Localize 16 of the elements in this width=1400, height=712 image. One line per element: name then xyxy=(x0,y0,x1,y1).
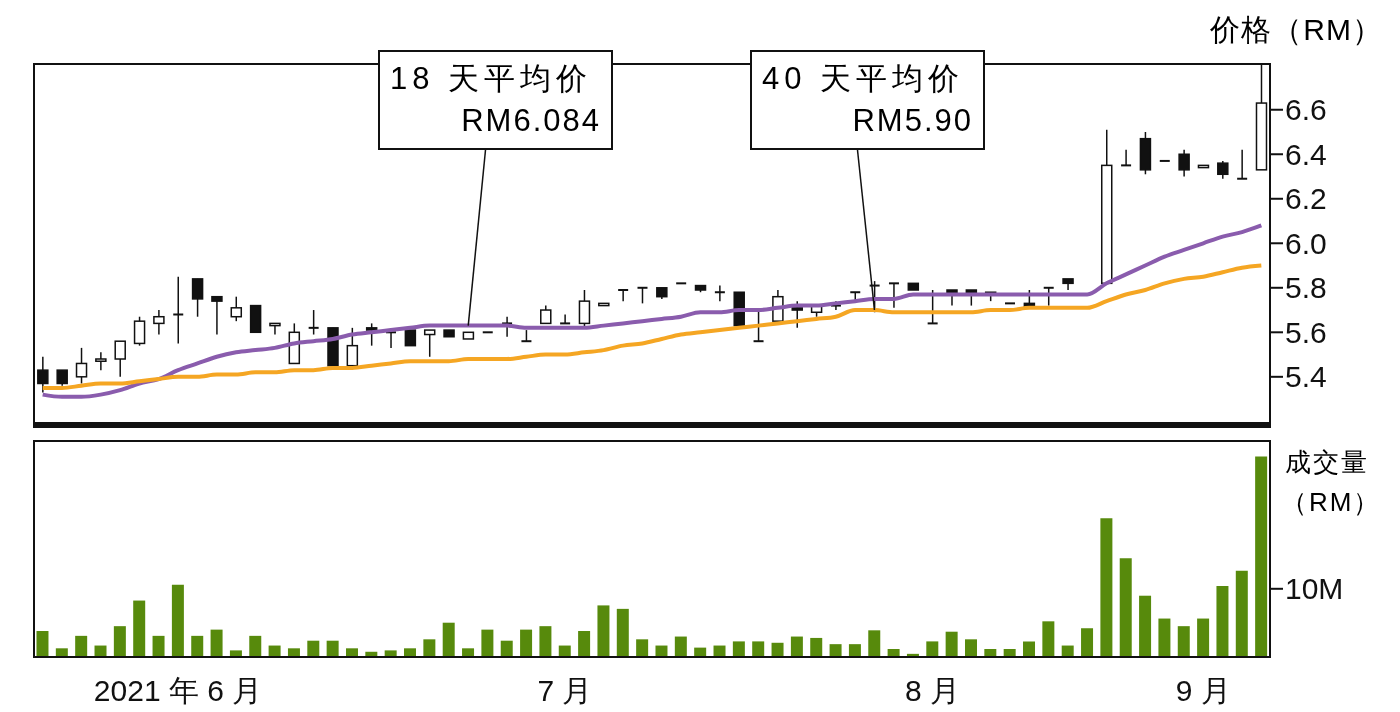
x-tick-label: 8 月 xyxy=(904,674,960,708)
y-tick-label: 6.0 xyxy=(1285,226,1327,260)
y-axis-title: 成交量（RM） xyxy=(1281,446,1382,519)
y-tick-label: 5.6 xyxy=(1285,315,1327,349)
y-axis-title: 价格（RM） xyxy=(1210,12,1383,48)
y-tick-label: 6.4 xyxy=(1285,137,1327,171)
y-tick-label: 6.6 xyxy=(1285,93,1327,127)
x-tick-label: 7 月 xyxy=(537,674,593,708)
annotation: 18 天平均价 RM6.084 xyxy=(390,60,601,140)
annotation: 40 天平均价 RM5.90 xyxy=(762,60,973,140)
x-tick-label: 2021 年 6 月 xyxy=(93,674,263,708)
y-tick-label: 5.8 xyxy=(1285,271,1327,305)
x-tick-label: 9 月 xyxy=(1175,674,1231,708)
y-tick-label: 10M xyxy=(1285,572,1344,606)
y-tick-label: 6.2 xyxy=(1285,182,1327,216)
y-tick-label: 5.4 xyxy=(1285,360,1327,394)
